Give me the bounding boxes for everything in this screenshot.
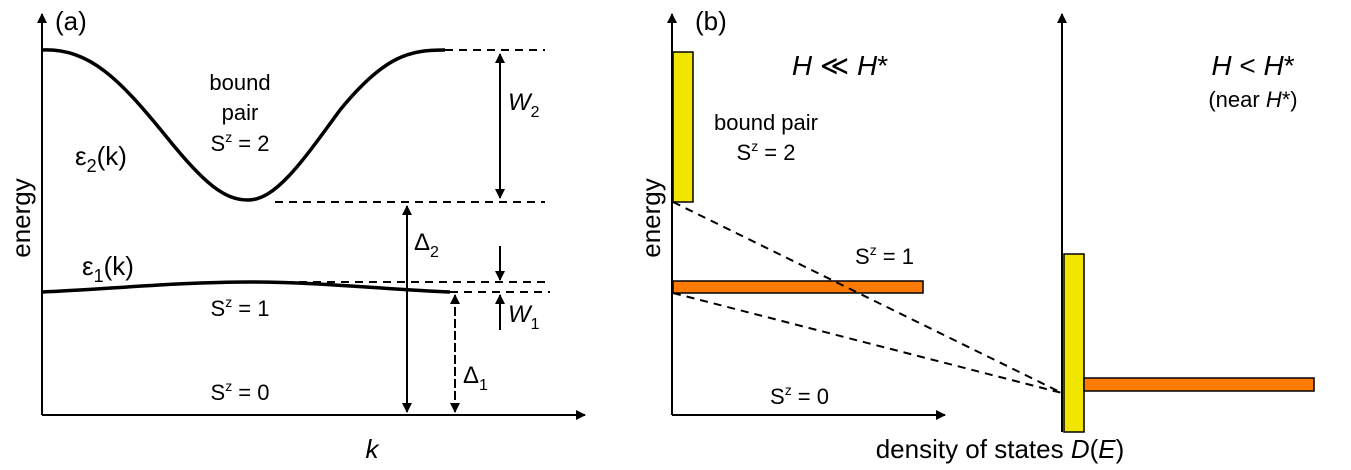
- delta2-label: Δ2: [414, 229, 439, 261]
- panel-a-x-label: k: [366, 434, 381, 464]
- panel-b-y-label: energy: [636, 178, 666, 258]
- w1-label: W1: [508, 301, 540, 333]
- epsilon2-label: ε2(k): [75, 141, 127, 176]
- panel-a-y-label: energy: [6, 178, 36, 258]
- sz2-box-left: [672, 51, 694, 203]
- sz2-box-right: [1063, 253, 1085, 433]
- title-right: H < H*: [1211, 50, 1294, 81]
- sz1-box-left: [672, 280, 924, 294]
- panel-a-sz0-label: Sz = 0: [211, 378, 270, 405]
- panel-a-sz2-label: Sz = 2: [211, 129, 270, 156]
- sz1-box-right: [1083, 377, 1315, 392]
- delta1-label: Δ1: [463, 362, 488, 394]
- panel-b-sz2-label: Sz = 2: [737, 138, 796, 165]
- epsilon1-curve: [41, 280, 451, 294]
- panel-b-x-label: density of states D(E): [876, 434, 1125, 464]
- epsilon1-label: ε1(k): [82, 251, 134, 286]
- near-h-star-label: (near H*): [1208, 87, 1297, 112]
- panel-a: (a) energy k ε2(k) ε1(k) bound pair: [6, 6, 586, 464]
- panel-b-sz1-label: Sz = 1: [855, 242, 914, 269]
- w2-label: W2: [508, 89, 540, 121]
- panel-a-sz1-label: Sz = 1: [211, 294, 270, 321]
- connector-line-top: [672, 201, 1063, 394]
- panel-b-label: (b): [695, 6, 727, 36]
- panel-b-sz0-label: Sz = 0: [770, 382, 829, 409]
- bound-label: bound: [209, 70, 270, 95]
- epsilon2-curve: [41, 48, 446, 202]
- pair-label: pair: [222, 100, 259, 125]
- panel-b: (b) energy H ≪ H* H < H* (near H*) bound…: [636, 6, 1315, 464]
- title-left: H ≪ H*: [792, 50, 888, 81]
- bound-pair-label: bound pair: [714, 110, 818, 135]
- connector-line-bottom: [672, 292, 1063, 394]
- panel-a-label: (a): [55, 6, 87, 36]
